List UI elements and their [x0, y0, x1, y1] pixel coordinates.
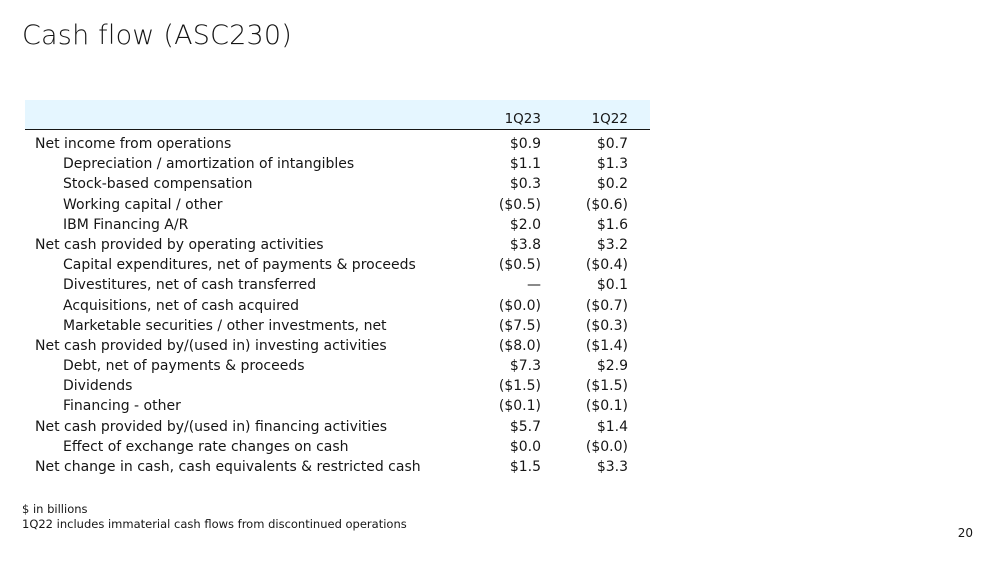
row-label: Working capital / other — [63, 196, 223, 213]
row-label: Marketable securities / other investment… — [63, 317, 387, 334]
row-value-1q22: ($0.4) — [585, 257, 628, 274]
cash-flow-table: 1Q23 1Q22 Net income from operations $0.9… — [25, 100, 650, 477]
table-row: Net cash provided by/(used in) financing… — [25, 417, 650, 437]
table-body: Net income from operations $0.9 $0.7 Deprec… — [25, 134, 650, 477]
row-value-1q23: $1.1 — [509, 156, 541, 173]
table-row: Depreciation / amortization of intangibl… — [25, 154, 650, 174]
row-value-1q22: ($0.6) — [585, 196, 628, 213]
row-value-1q23: ($0.0) — [498, 297, 541, 314]
table-row: Financing - other ($0.1) ($0.1) — [25, 396, 650, 416]
row-value-1q22: $3.3 — [596, 459, 628, 475]
row-label: Debt, net of payments & proceeds — [63, 358, 305, 375]
row-label: Net cash provided by/(used in) financing… — [35, 418, 388, 435]
row-value-1q22: ($0.7) — [585, 297, 628, 314]
table-header: 1Q23 1Q22 — [25, 100, 650, 130]
row-value-1q23: ($8.0) — [498, 337, 541, 354]
table-row: Debt, net of payments & proceeds $7.3 $2.9 — [25, 356, 650, 376]
row-value-1q23: $3.8 — [509, 236, 541, 253]
row-value-1q23: $2.0 — [509, 216, 541, 233]
row-value-1q22: ($1.5) — [585, 378, 628, 395]
row-value-1q22: $0.7 — [596, 136, 628, 152]
table-row: Net cash provided by/(used in) investing… — [25, 336, 650, 356]
row-label: Acquisitions, net of cash acquired — [63, 297, 300, 314]
row-label: Net income from operations — [35, 136, 232, 152]
row-value-1q22: $0.1 — [596, 277, 628, 294]
row-label: Stock-based compensation — [63, 176, 253, 193]
row-label: Net change in cash, cash equivalents & r… — [35, 459, 421, 475]
table-row: Capital expenditures, net of payments & … — [25, 255, 650, 275]
page-title: Cash flow (ASC230) — [22, 20, 293, 51]
row-value-1q22: ($0.3) — [585, 317, 628, 334]
row-label: Depreciation / amortization of intangibl… — [63, 156, 355, 173]
row-value-1q23: $5.7 — [509, 418, 541, 435]
row-value-1q22: $3.2 — [596, 236, 628, 253]
table-row: Net income from operations $0.9 $0.7 — [25, 134, 650, 154]
table-row: Dividends ($1.5) ($1.5) — [25, 376, 650, 396]
row-value-1q22: $1.6 — [596, 216, 628, 233]
table-row: Acquisitions, net of cash acquired ($0.0)… — [25, 296, 650, 316]
page-number: 20 — [957, 526, 973, 540]
row-value-1q22: $2.9 — [596, 358, 628, 375]
row-value-1q23: $1.5 — [509, 459, 541, 475]
row-value-1q22: ($0.1) — [585, 398, 628, 415]
table-row: Stock-based compensation $0.3 $0.2 — [25, 174, 650, 194]
row-label: IBM Financing A/R — [63, 216, 189, 233]
row-value-1q22: ($1.4) — [585, 337, 628, 354]
table-row: IBM Financing A/R $2.0 $1.6 — [25, 215, 650, 235]
footnote-discontinued-ops: 1Q22 includes immaterial cash flows from… — [22, 517, 407, 531]
table-row: Working capital / other ($0.5) ($0.6) — [25, 195, 650, 215]
row-label: Effect of exchange rate changes on cash — [63, 438, 349, 455]
row-value-1q23: $0.9 — [509, 136, 541, 152]
row-value-1q23: $7.3 — [509, 358, 541, 375]
row-value-1q23: $0.0 — [509, 438, 541, 455]
row-value-1q23: ($0.1) — [498, 398, 541, 415]
row-value-1q23: ($0.5) — [498, 196, 541, 213]
table-row: Effect of exchange rate changes on cash $… — [25, 437, 650, 457]
footnotes: $ in billions 1Q22 includes immaterial c… — [22, 502, 407, 532]
table-row: Net change in cash, cash equivalents & r… — [25, 457, 650, 477]
row-value-1q23: $0.3 — [509, 176, 541, 193]
table-row: Marketable securities / other investment… — [25, 316, 650, 336]
row-label: Capital expenditures, net of payments & … — [63, 257, 416, 274]
row-value-1q23: ($1.5) — [498, 378, 541, 395]
table-row: Net cash provided by operating activitie… — [25, 235, 650, 255]
row-label: Net cash provided by operating activitie… — [35, 236, 324, 253]
row-value-1q23: ($0.5) — [498, 257, 541, 274]
row-label: Financing - other — [63, 398, 181, 415]
column-header-1q22: 1Q22 — [591, 111, 628, 127]
row-value-1q22: $0.2 — [596, 176, 628, 193]
row-label: Dividends — [63, 378, 133, 395]
column-header-1q23: 1Q23 — [504, 111, 541, 127]
row-label: Divestitures, net of cash transferred — [63, 277, 317, 294]
row-label: Net cash provided by/(used in) investing… — [35, 337, 387, 354]
row-value-1q22: $1.4 — [596, 418, 628, 435]
row-value-1q22: ($0.0) — [585, 438, 628, 455]
row-value-1q23: ($7.5) — [498, 317, 541, 334]
row-value-1q23: — — [527, 277, 541, 294]
footnote-units: $ in billions — [22, 502, 88, 516]
row-value-1q22: $1.3 — [596, 156, 628, 173]
table-row: Divestitures, net of cash transferred — $0… — [25, 275, 650, 295]
